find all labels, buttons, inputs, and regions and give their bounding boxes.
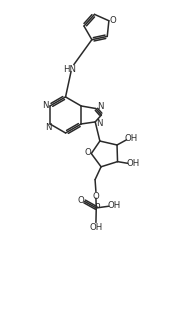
- Text: OH: OH: [90, 223, 103, 232]
- Text: HN: HN: [63, 65, 76, 74]
- Text: N: N: [97, 119, 103, 128]
- Text: N: N: [45, 123, 52, 132]
- Text: N: N: [97, 102, 104, 111]
- Text: O: O: [109, 16, 116, 25]
- Text: P: P: [94, 203, 99, 212]
- Text: OH: OH: [125, 135, 138, 143]
- Text: OH: OH: [107, 201, 120, 210]
- Text: O: O: [92, 192, 99, 201]
- Text: O: O: [84, 148, 91, 157]
- Text: O: O: [77, 196, 84, 204]
- Text: OH: OH: [126, 159, 139, 168]
- Text: N: N: [42, 101, 48, 111]
